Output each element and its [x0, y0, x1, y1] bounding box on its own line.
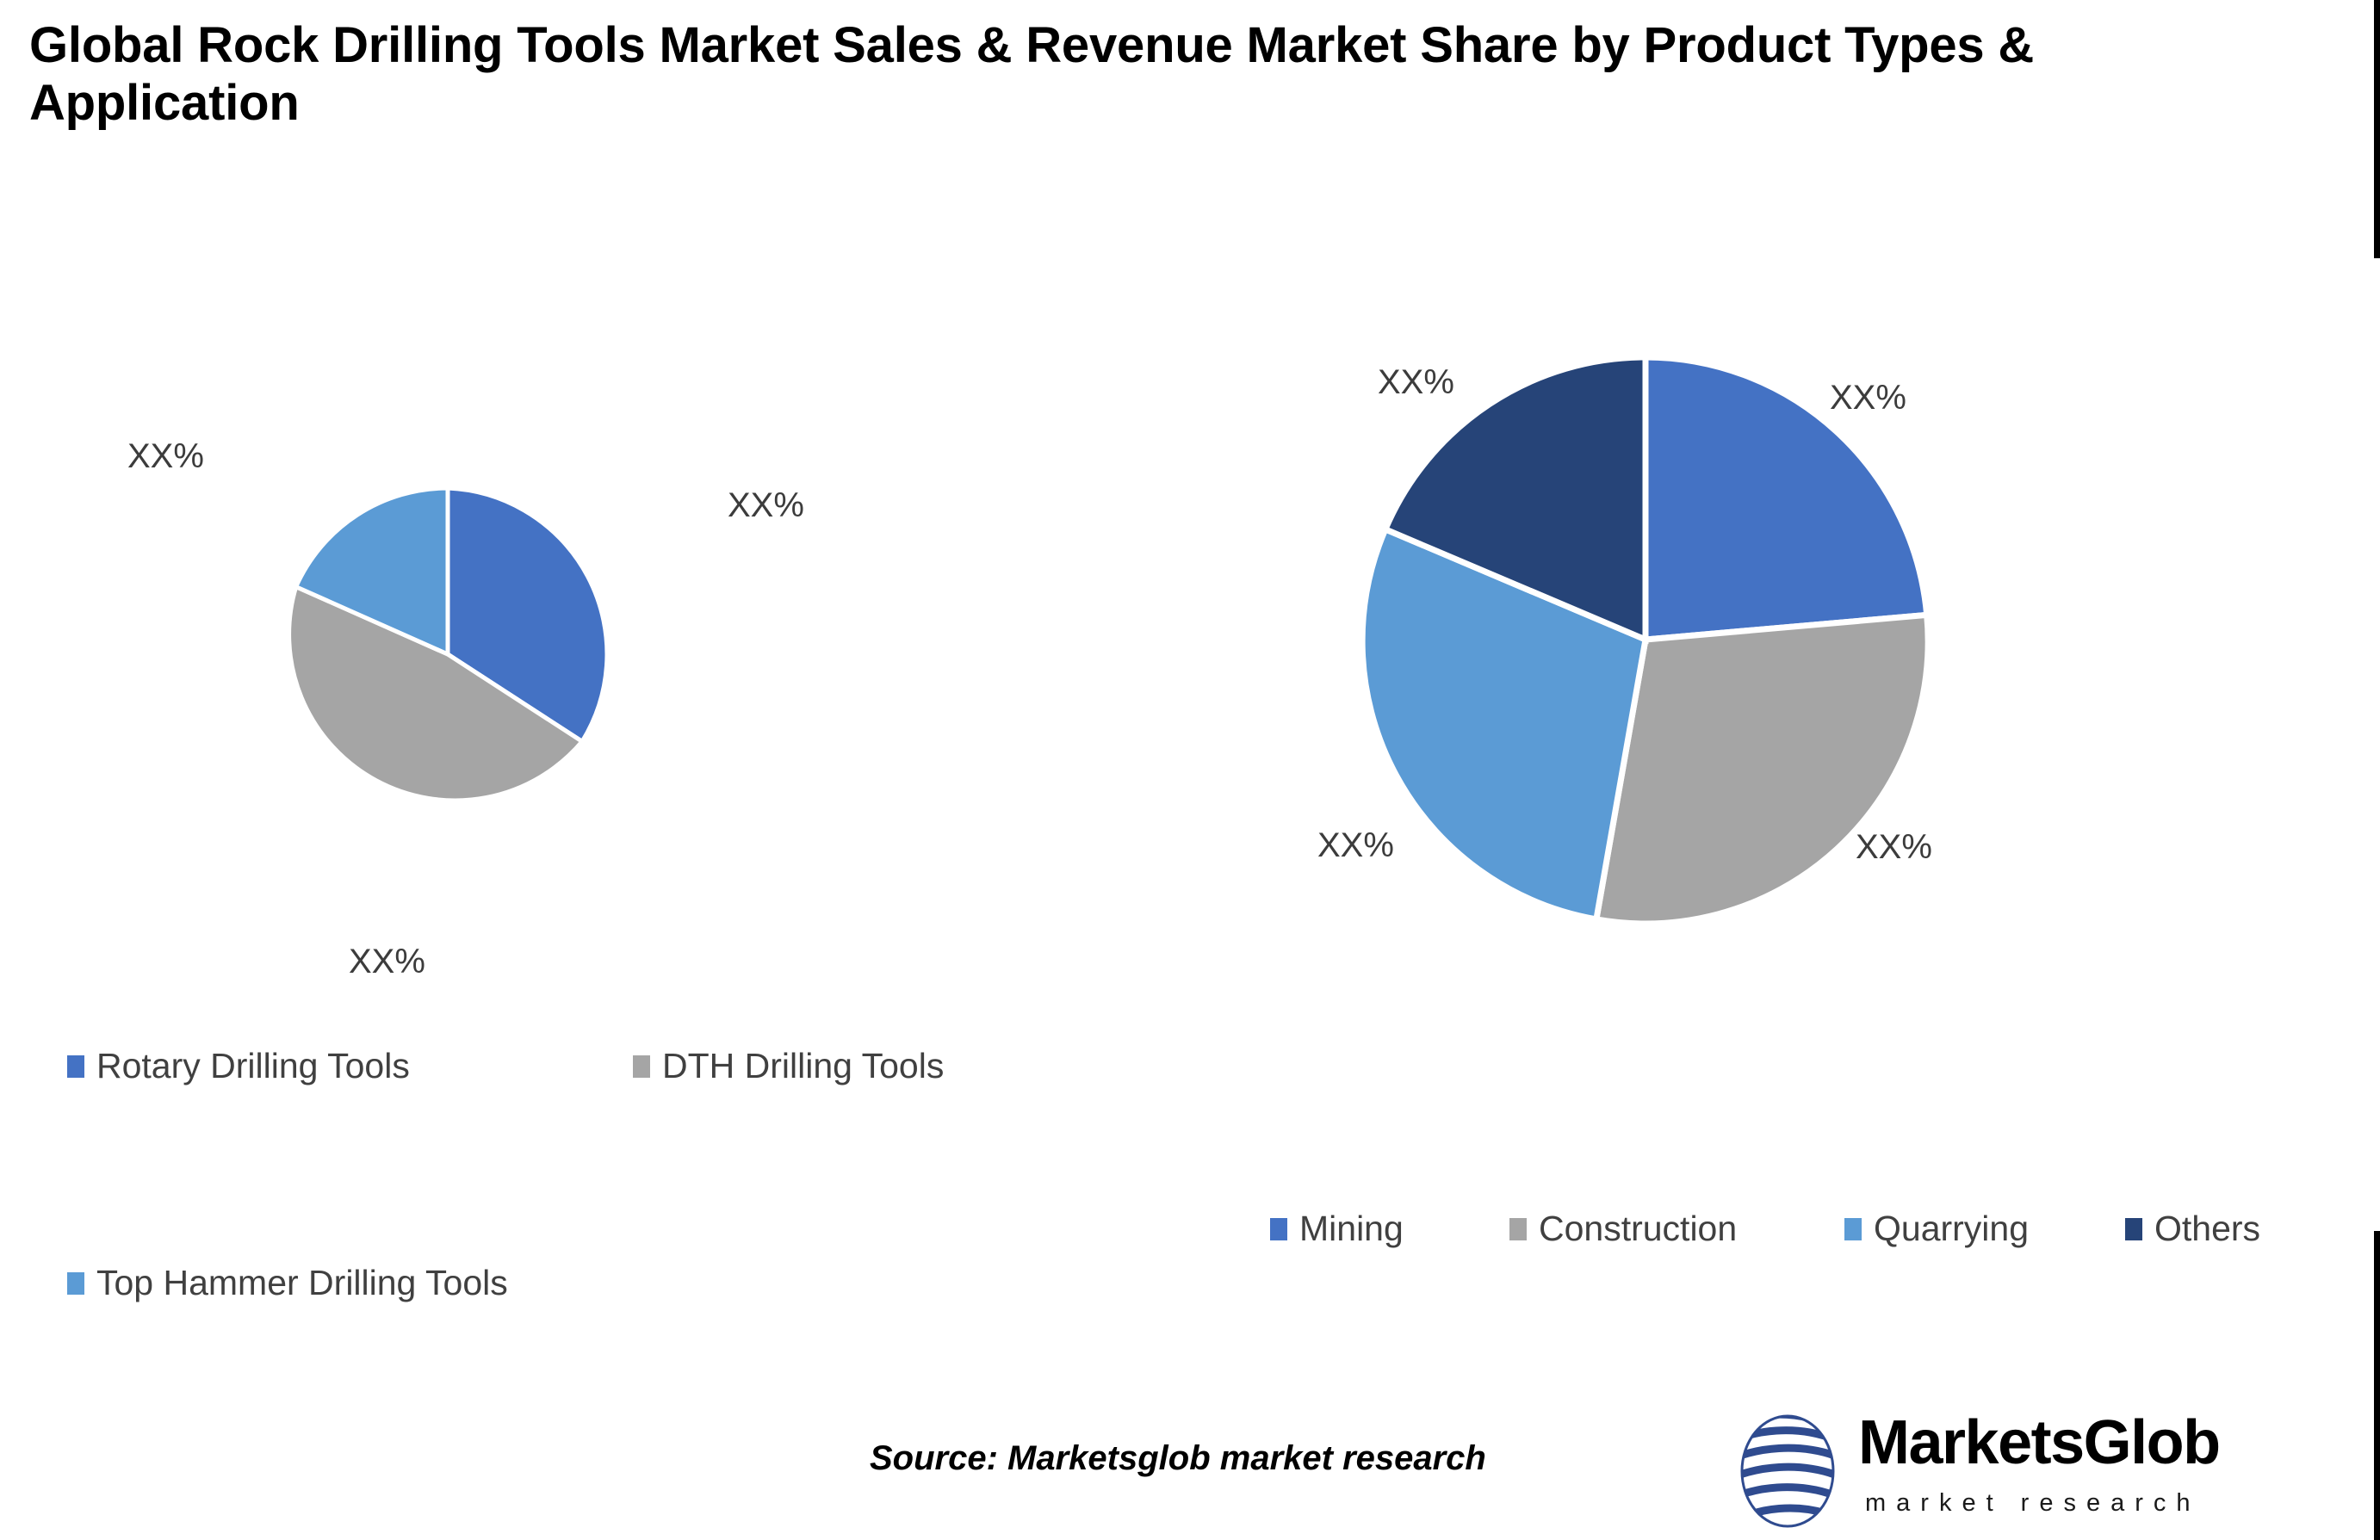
pie-slice-construction[interactable] — [1592, 611, 1931, 925]
legend-swatch-icon-quarrying — [1844, 1217, 1862, 1240]
pct-label-top-hammer: XX% — [127, 437, 204, 475]
legend-item-mining[interactable]: Mining — [1270, 1211, 1404, 1246]
pie-slice-others[interactable] — [1381, 355, 1649, 645]
pie-chart-application-svg — [1360, 355, 1931, 925]
logo-tagline: market research — [1865, 1489, 2201, 1517]
legend-item-quarrying[interactable]: Quarrying — [1844, 1211, 2029, 1246]
pie-chart-product-types-svg — [287, 486, 610, 803]
legend-item-top-hammer-drilling-tools[interactable]: Top Hammer Drilling Tools — [67, 1265, 508, 1301]
pie-slice-quarrying[interactable] — [1360, 525, 1649, 923]
pie-slice-top-hammer-drilling-tools[interactable] — [293, 486, 450, 658]
pct-label-mining: XX% — [1830, 379, 1906, 417]
legend-swatch-icon-top-hammer — [67, 1271, 84, 1295]
marketsglob-logo: MarketsGlob market research — [1731, 1412, 2299, 1532]
legend-swatch-icon-rotary — [67, 1054, 84, 1078]
pct-label-others: XX% — [1378, 363, 1454, 401]
legend-label-mining: Mining — [1299, 1209, 1404, 1248]
logo-wordmark: MarketsGlob — [1858, 1408, 2221, 1477]
pie-chart-application — [1360, 355, 1931, 925]
legend-label-others: Others — [2154, 1209, 2261, 1248]
legend-item-others[interactable]: Others — [2125, 1211, 2260, 1246]
pct-label-rotary: XX% — [728, 486, 804, 524]
legend-swatch-icon-construction — [1509, 1217, 1527, 1240]
legend-label-top-hammer-drilling-tools: Top Hammer Drilling Tools — [96, 1263, 508, 1302]
right-edge-rule-top — [2374, 0, 2380, 258]
legend-swatch-icon-others — [2125, 1217, 2142, 1240]
right-edge-rule-bottom — [2374, 1231, 2380, 1540]
legend-label-dth-drilling-tools: DTH Drilling Tools — [662, 1046, 945, 1085]
pie-slice-mining[interactable] — [1642, 355, 1931, 643]
globe-icon — [1740, 1414, 1835, 1528]
pct-label-construction: XX% — [1856, 828, 1932, 866]
pie-chart-product-types — [280, 486, 616, 822]
legend-item-dth-drilling-tools[interactable]: DTH Drilling Tools — [633, 1048, 944, 1084]
legend-item-rotary-drilling-tools[interactable]: Rotary Drilling Tools — [67, 1048, 410, 1084]
pct-label-quarrying: XX% — [1317, 826, 1394, 864]
page-title: Global Rock Drilling Tools Market Sales … — [29, 17, 2035, 131]
legend-label-quarrying: Quarrying — [1874, 1209, 2030, 1248]
pct-label-dth: XX% — [349, 943, 425, 980]
source-note: Source: Marketsglob market research — [870, 1439, 1486, 1477]
legend-swatch-icon-dth — [633, 1054, 650, 1078]
legend-item-construction[interactable]: Construction — [1509, 1211, 1737, 1246]
pie-slice-dth-drilling-tools[interactable] — [287, 584, 586, 803]
legend-label-rotary-drilling-tools: Rotary Drilling Tools — [96, 1046, 410, 1085]
legend-swatch-icon-mining — [1270, 1217, 1287, 1240]
legend-label-construction: Construction — [1539, 1209, 1738, 1248]
